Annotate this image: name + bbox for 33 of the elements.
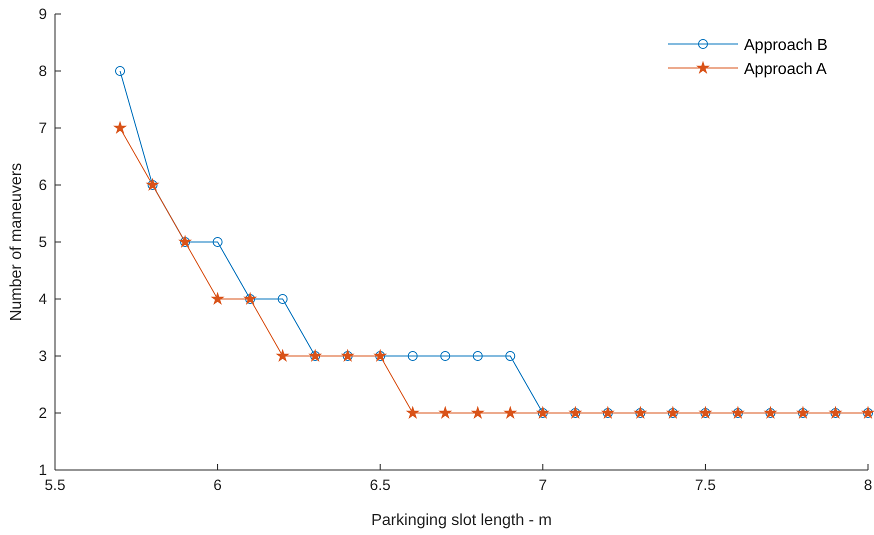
y-tick-label: 5 [38,234,47,251]
x-tick-label: 6.5 [370,477,391,494]
y-tick-label: 1 [38,462,47,479]
point [406,406,419,418]
x-tick-label: 6 [213,477,222,494]
point [504,406,516,418]
y-tick-label: 8 [38,63,47,80]
point [440,351,450,361]
y-tick-label: 7 [38,120,47,137]
x-tick-label: 5.5 [44,477,66,494]
point [212,237,223,247]
x-tick-label: 7 [538,477,547,494]
y-axis-title: Number of maneuvers [8,162,25,322]
point [505,351,516,361]
x-axis-title: Parkinging slot length - m [371,512,552,529]
y-tick-label: 2 [38,405,47,422]
legend-label: Approach B [744,37,828,54]
y-tick-label: 3 [38,348,47,365]
point [472,406,484,418]
point [276,350,289,362]
legend-label: Approach A [744,61,828,78]
point [472,351,483,361]
y-tick-label: 4 [38,291,47,308]
y-tick-label: 6 [38,177,47,194]
point [278,294,288,304]
point [114,122,126,134]
point [439,406,452,418]
x-tick-label: 8 [864,477,872,494]
x-tick-label: 7.5 [694,477,716,494]
y-tick-label: 9 [38,6,47,23]
point [212,292,224,304]
point [408,351,418,361]
point [115,66,126,76]
